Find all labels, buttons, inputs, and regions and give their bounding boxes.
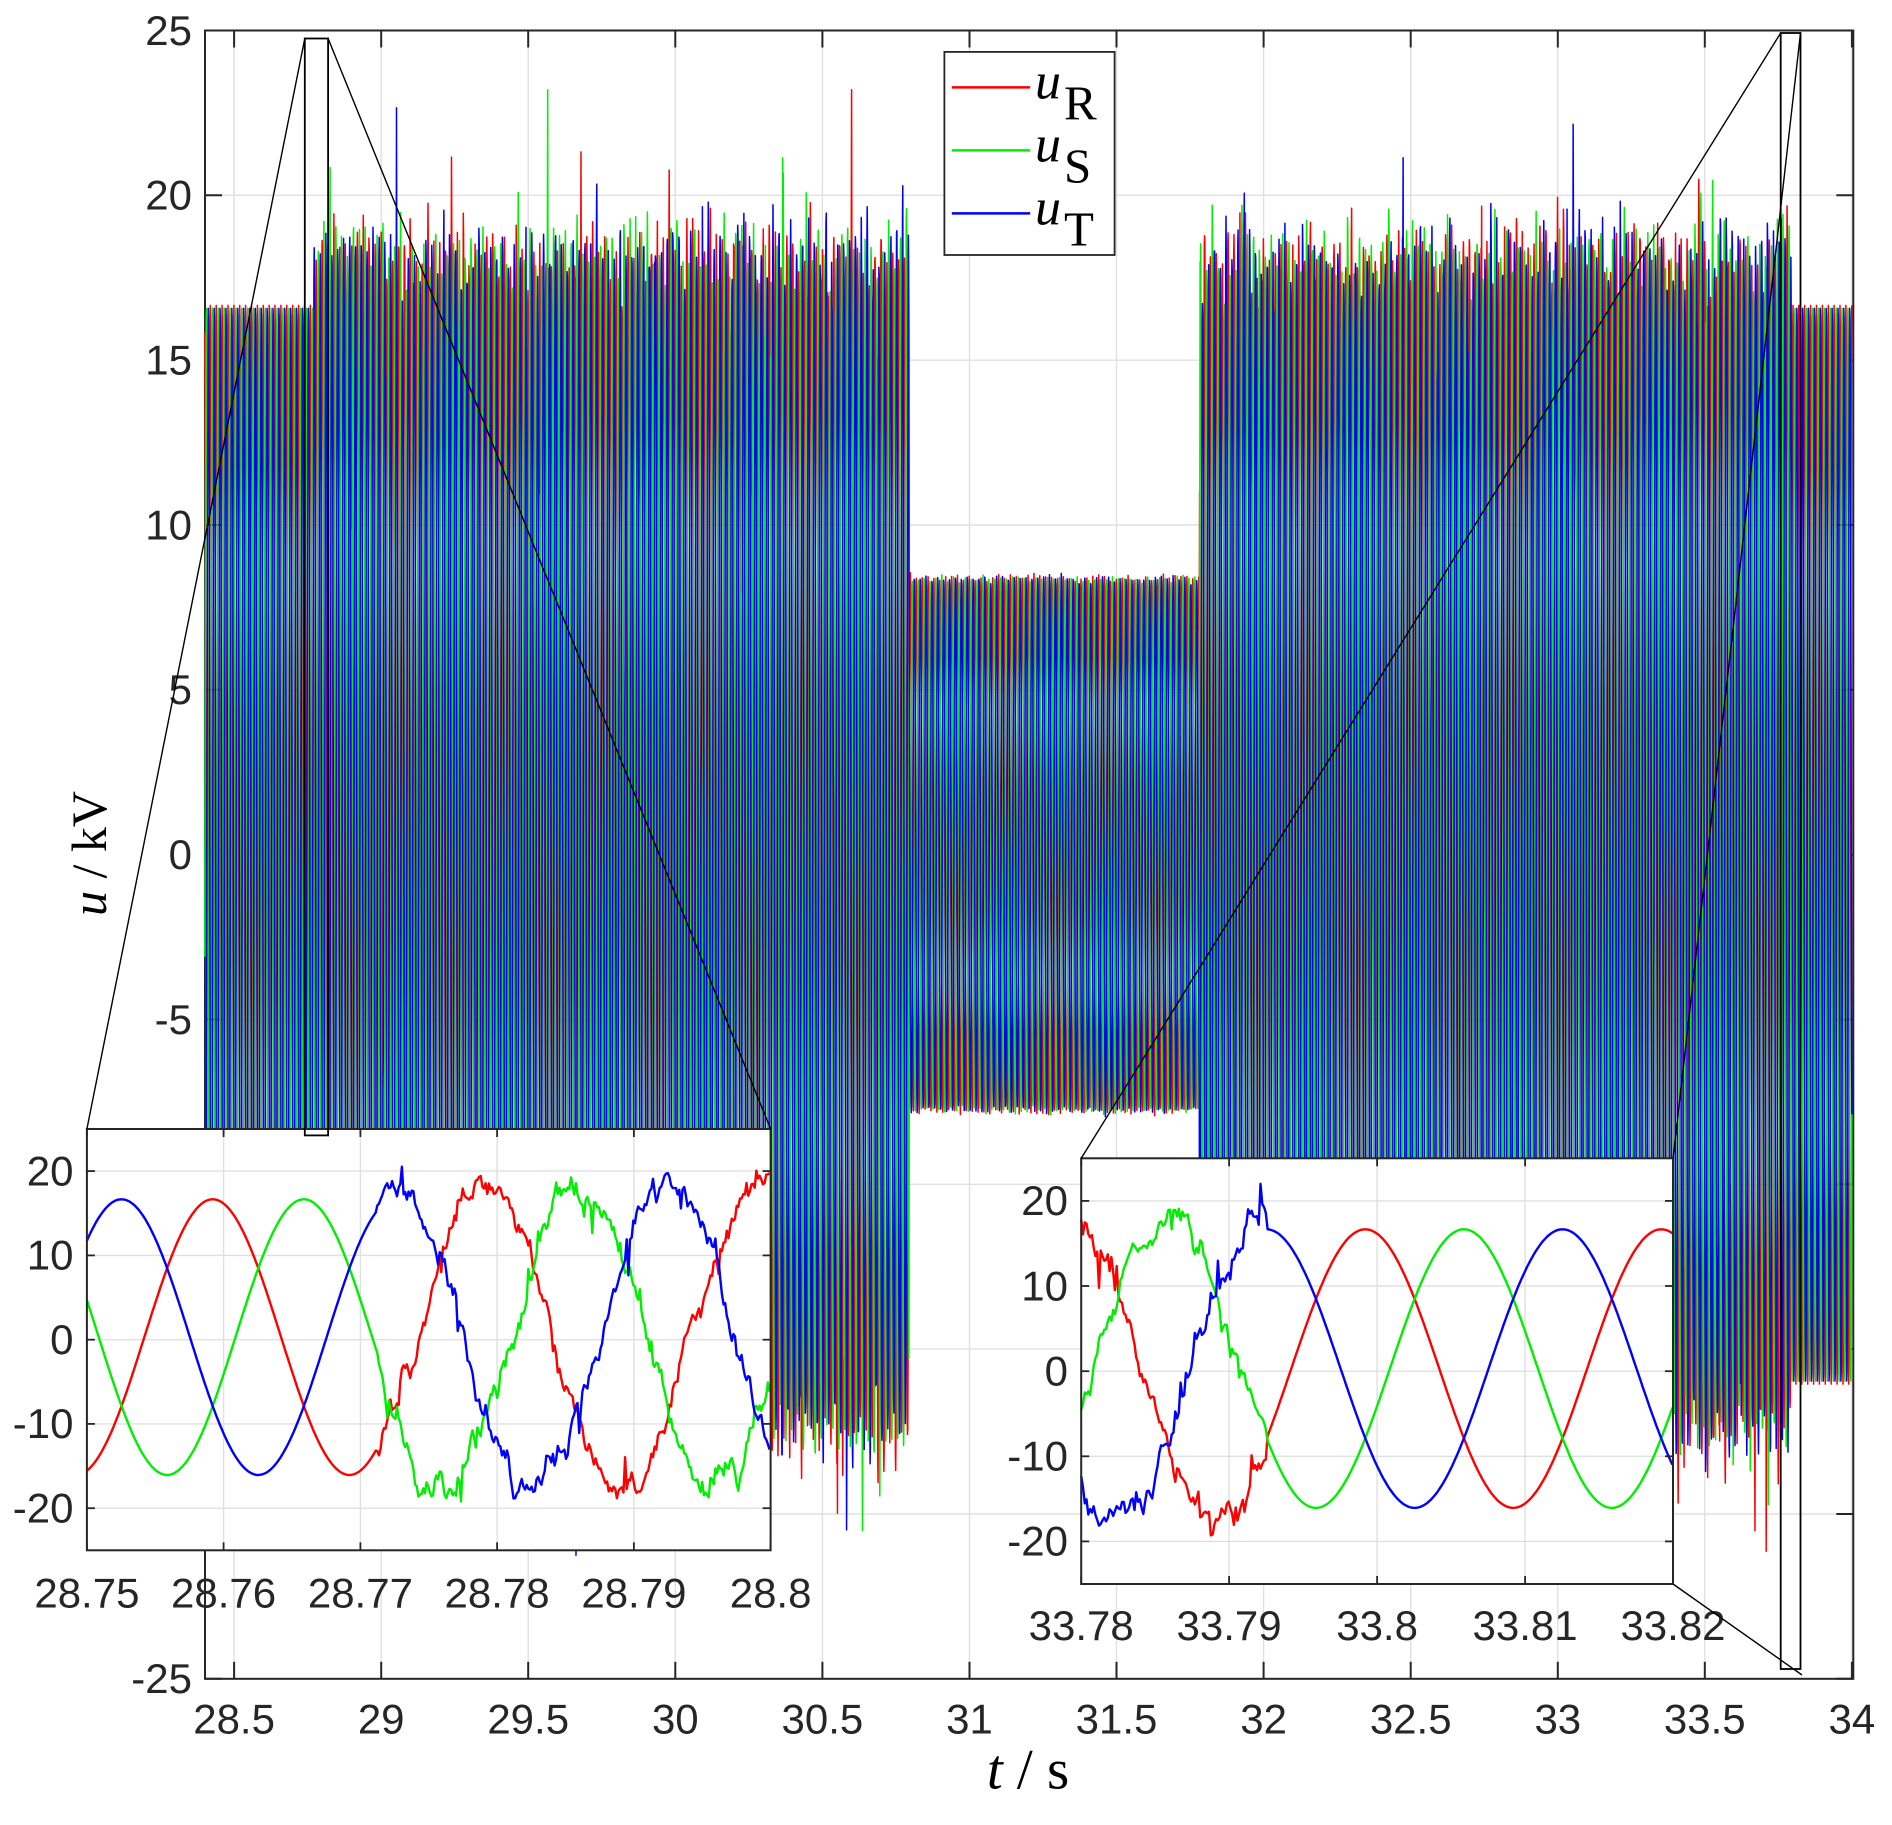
svg-text:25: 25 <box>145 7 192 54</box>
svg-text:u: u <box>1035 179 1061 236</box>
svg-text:R: R <box>1064 75 1097 130</box>
svg-text:31.5: 31.5 <box>1076 1695 1158 1742</box>
svg-text:33.81: 33.81 <box>1473 1602 1578 1649</box>
svg-text:-25: -25 <box>131 1655 192 1702</box>
svg-text:28.76: 28.76 <box>171 1569 276 1616</box>
svg-text:-20: -20 <box>13 1485 74 1532</box>
svg-text:10: 10 <box>27 1232 74 1279</box>
svg-text:32: 32 <box>1240 1695 1287 1742</box>
svg-text:t / s: t / s <box>987 1739 1069 1802</box>
svg-text:u: u <box>1035 53 1061 110</box>
svg-text:0: 0 <box>1045 1348 1068 1395</box>
svg-text:10: 10 <box>145 501 192 548</box>
svg-text:20: 20 <box>1021 1177 1068 1224</box>
svg-text:-20: -20 <box>1007 1518 1068 1565</box>
svg-text:29: 29 <box>358 1695 405 1742</box>
svg-text:28.77: 28.77 <box>308 1569 413 1616</box>
svg-text:S: S <box>1064 138 1091 193</box>
svg-text:-10: -10 <box>1007 1433 1068 1480</box>
svg-text:29.5: 29.5 <box>487 1695 569 1742</box>
svg-text:T: T <box>1064 201 1094 256</box>
svg-text:34: 34 <box>1829 1695 1876 1742</box>
svg-text:-5: -5 <box>155 996 192 1043</box>
svg-text:33: 33 <box>1534 1695 1581 1742</box>
svg-text:-10: -10 <box>13 1400 74 1447</box>
svg-text:15: 15 <box>145 337 192 384</box>
svg-text:0: 0 <box>169 831 192 878</box>
svg-text:20: 20 <box>27 1147 74 1194</box>
svg-text:20: 20 <box>145 172 192 219</box>
svg-text:28.5: 28.5 <box>193 1695 275 1742</box>
svg-text:31: 31 <box>946 1695 993 1742</box>
svg-text:33.5: 33.5 <box>1664 1695 1746 1742</box>
svg-text:28.8: 28.8 <box>730 1569 812 1616</box>
svg-text:30: 30 <box>652 1695 699 1742</box>
svg-text:33.79: 33.79 <box>1177 1602 1282 1649</box>
svg-text:28.79: 28.79 <box>581 1569 686 1616</box>
svg-text:33.78: 33.78 <box>1029 1602 1134 1649</box>
svg-text:10: 10 <box>1021 1262 1068 1309</box>
svg-text:u / kV: u / kV <box>61 791 117 916</box>
svg-text:33.82: 33.82 <box>1620 1602 1725 1649</box>
svg-text:30.5: 30.5 <box>782 1695 864 1742</box>
svg-text:28.78: 28.78 <box>445 1569 550 1616</box>
svg-text:28.75: 28.75 <box>34 1569 139 1616</box>
svg-text:0: 0 <box>50 1316 73 1363</box>
svg-text:33.8: 33.8 <box>1336 1602 1418 1649</box>
svg-text:u: u <box>1035 116 1061 173</box>
svg-text:32.5: 32.5 <box>1370 1695 1452 1742</box>
svg-text:5: 5 <box>169 666 192 713</box>
